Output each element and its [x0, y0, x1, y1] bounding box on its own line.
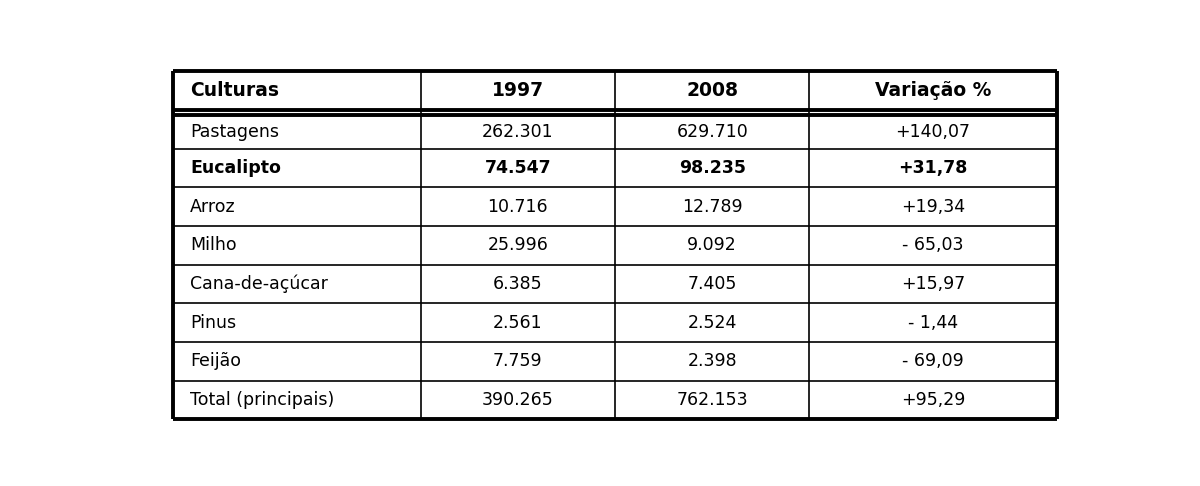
Text: 7.405: 7.405: [688, 275, 737, 293]
Text: Variação %: Variação %: [875, 81, 991, 100]
Text: 98.235: 98.235: [679, 159, 745, 177]
Text: 762.153: 762.153: [677, 391, 748, 409]
Text: Pinus: Pinus: [190, 314, 236, 332]
Text: 74.547: 74.547: [485, 159, 551, 177]
Text: 2.398: 2.398: [688, 352, 737, 370]
Text: 262.301: 262.301: [482, 123, 553, 141]
Text: 25.996: 25.996: [487, 236, 548, 255]
Text: 6.385: 6.385: [493, 275, 542, 293]
Text: +140,07: +140,07: [895, 123, 971, 141]
Text: Culturas: Culturas: [190, 81, 278, 100]
Text: Total (principais): Total (principais): [190, 391, 335, 409]
Text: 10.716: 10.716: [487, 198, 548, 216]
Text: 629.710: 629.710: [677, 123, 748, 141]
Text: Cana-de-açúcar: Cana-de-açúcar: [190, 275, 328, 294]
Text: +19,34: +19,34: [901, 198, 965, 216]
Text: - 69,09: - 69,09: [902, 352, 964, 370]
Text: - 1,44: - 1,44: [908, 314, 958, 332]
Text: 12.789: 12.789: [682, 198, 743, 216]
Text: +15,97: +15,97: [901, 275, 965, 293]
Text: Pastagens: Pastagens: [190, 123, 278, 141]
Text: 7.759: 7.759: [493, 352, 542, 370]
Text: +31,78: +31,78: [899, 159, 967, 177]
Text: Feijão: Feijão: [190, 352, 241, 370]
Text: Eucalipto: Eucalipto: [190, 159, 281, 177]
Text: 2.524: 2.524: [688, 314, 737, 332]
Text: 390.265: 390.265: [482, 391, 553, 409]
Text: 9.092: 9.092: [688, 236, 737, 255]
Text: - 65,03: - 65,03: [902, 236, 964, 255]
Text: +95,29: +95,29: [901, 391, 965, 409]
Text: Milho: Milho: [190, 236, 236, 255]
Text: 2008: 2008: [686, 81, 738, 100]
Text: 1997: 1997: [492, 81, 544, 100]
Text: 2.561: 2.561: [493, 314, 542, 332]
Text: Arroz: Arroz: [190, 198, 235, 216]
